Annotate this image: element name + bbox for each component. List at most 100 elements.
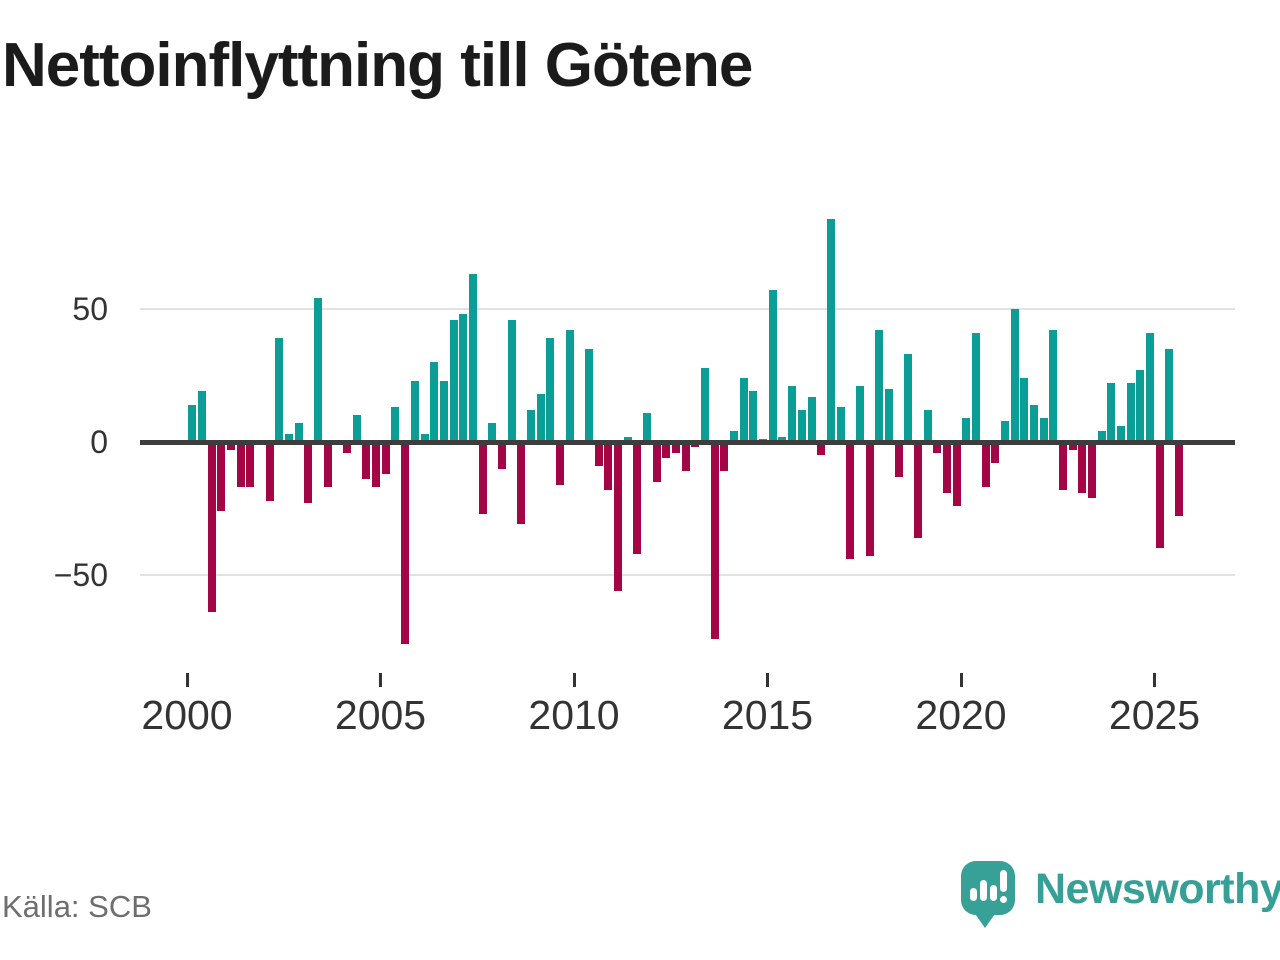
bar-2024Q4 <box>1146 332 1155 442</box>
bar-2025Q1 <box>1155 442 1164 549</box>
bar-2012Q1 <box>652 442 661 482</box>
bar-2011Q1 <box>614 442 622 591</box>
bar-2002Q2 <box>275 338 284 442</box>
bar-2002Q4 <box>294 423 303 442</box>
bar-2001Q1 <box>227 442 235 450</box>
x-axis-tick <box>572 673 576 687</box>
bar-2005Q2 <box>391 407 400 442</box>
bar-2024Q2 <box>1126 383 1135 442</box>
bar-2018Q2 <box>894 442 903 477</box>
x-axis-label: 2005 <box>334 692 427 738</box>
bar-2015Q2 <box>778 436 787 442</box>
x-axis-tick <box>1153 673 1156 687</box>
bar-2021Q1 <box>1001 420 1009 442</box>
y-axis-label: 0 <box>90 424 108 460</box>
bar-2002Q3 <box>285 434 294 442</box>
bar-2019Q3 <box>942 442 951 493</box>
bar-2017Q1 <box>846 442 855 560</box>
bar-2023Q4 <box>1107 383 1116 442</box>
bar-2016Q1 <box>807 396 816 442</box>
bar-2005Q3 <box>401 442 410 645</box>
logo-bubble-icon <box>961 861 1015 915</box>
x-axis-tick <box>185 673 189 687</box>
bar-2014Q1 <box>730 431 739 442</box>
bar-2003Q2 <box>314 298 323 442</box>
page-title: Nettoinflyttning till Götene <box>2 31 753 100</box>
bar-2011Q3 <box>633 442 642 554</box>
x-axis-label: 2000 <box>141 692 233 738</box>
bar-2020Q2 <box>971 332 980 442</box>
bar-2006Q4 <box>449 319 458 442</box>
x-axis-label: 2025 <box>1108 692 1201 738</box>
bar-2013Q1 <box>691 442 700 448</box>
bar-2006Q2 <box>430 362 439 442</box>
bar-2013Q2 <box>701 367 710 442</box>
bar-2004Q2 <box>352 415 361 442</box>
bar-2000Q4 <box>217 442 226 512</box>
y-gridline <box>140 574 1235 576</box>
x-axis-label: 2010 <box>528 692 620 738</box>
bar-2007Q4 <box>488 423 497 442</box>
bar-2012Q3 <box>672 442 681 453</box>
bar-2002Q1 <box>265 442 274 501</box>
bar-2021Q3 <box>1020 378 1029 442</box>
bar-2021Q2 <box>1010 309 1019 442</box>
bar-2007Q3 <box>478 442 487 514</box>
bar-2009Q3 <box>555 442 564 485</box>
brand-wordmark: Newsworthy <box>1035 865 1280 913</box>
bar-2000Q1 <box>188 404 197 442</box>
bar-2011Q2 <box>623 436 632 442</box>
bar-2013Q3 <box>710 442 719 639</box>
bar-2020Q3 <box>981 442 990 488</box>
bar-2017Q3 <box>865 442 874 557</box>
bar-2019Q4 <box>952 442 961 506</box>
bar-2010Q2 <box>584 348 593 442</box>
bar-2010Q4 <box>604 442 613 490</box>
bar-2014Q2 <box>739 378 748 442</box>
bar-2023Q1 <box>1078 442 1087 493</box>
x-axis-tick <box>766 673 769 687</box>
bar-2018Q3 <box>904 354 913 442</box>
bar-2009Q2 <box>546 338 555 442</box>
bar-2017Q2 <box>855 386 864 442</box>
bar-2001Q3 <box>246 442 255 488</box>
bar-2006Q1 <box>420 434 429 442</box>
x-axis-label: 2015 <box>721 692 814 738</box>
bar-2012Q2 <box>662 442 671 458</box>
bar-2022Q4 <box>1068 442 1077 450</box>
bar-2016Q4 <box>836 407 845 442</box>
bar-2016Q2 <box>817 442 826 456</box>
bar-2025Q2 <box>1165 348 1174 442</box>
bar-2000Q3 <box>207 442 216 613</box>
bar-2013Q4 <box>720 442 729 472</box>
bar-2014Q3 <box>749 391 758 442</box>
x-axis-label: 2020 <box>915 692 1007 738</box>
bar-2022Q1 <box>1039 418 1048 442</box>
bar-2009Q4 <box>565 330 574 442</box>
bar-2018Q4 <box>913 442 922 538</box>
bar-2023Q2 <box>1088 442 1097 498</box>
bar-2023Q3 <box>1097 431 1106 442</box>
bar-2008Q2 <box>507 319 516 442</box>
bar-2021Q4 <box>1030 404 1039 442</box>
bar-2025Q3 <box>1175 442 1184 517</box>
bar-2004Q3 <box>362 442 371 480</box>
bar-2001Q2 <box>236 442 245 488</box>
bar-2008Q1 <box>497 442 506 469</box>
bar-2000Q2 <box>197 391 206 442</box>
bar-2007Q1 <box>459 314 468 442</box>
bar-2020Q1 <box>962 418 971 442</box>
bar-2007Q2 <box>468 274 477 442</box>
bar-2005Q4 <box>410 380 419 442</box>
bar-2016Q3 <box>826 218 835 442</box>
bar-2005Q1 <box>381 442 390 474</box>
y-axis-label: 50 <box>72 291 108 327</box>
bar-2009Q1 <box>536 394 545 442</box>
bar-2022Q2 <box>1049 330 1058 442</box>
bar-2004Q4 <box>372 442 381 488</box>
bar-2017Q4 <box>875 330 884 442</box>
bar-2004Q1 <box>343 442 352 453</box>
bar-2019Q2 <box>933 442 942 453</box>
bar-2010Q3 <box>594 442 603 466</box>
